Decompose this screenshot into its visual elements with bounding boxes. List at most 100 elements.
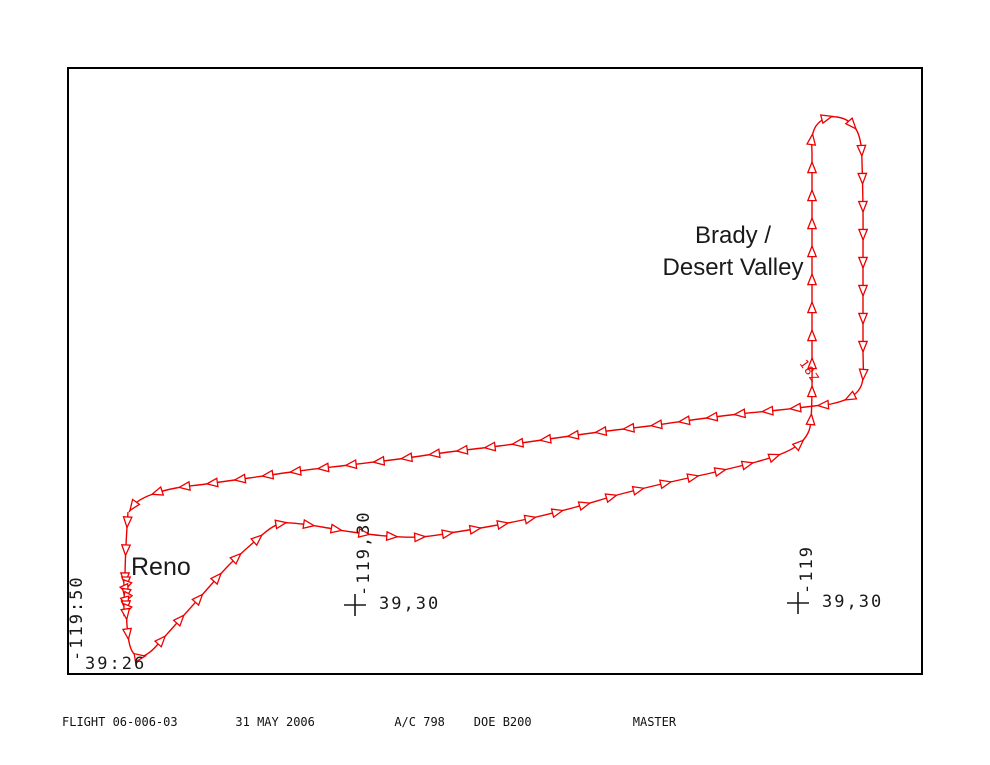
time-tick-arrow (128, 498, 141, 512)
time-tick-arrow (302, 518, 316, 530)
time-tick-arrow (819, 114, 834, 125)
time-tick-arrow (120, 607, 131, 622)
time-tick-arrow (621, 422, 635, 433)
graticule-cross (787, 592, 809, 614)
time-tick-arrow (496, 519, 510, 531)
graticule-longitude-label: -119 (797, 545, 817, 594)
time-tick-arrow (343, 458, 358, 470)
time-tick-arrow (209, 572, 223, 586)
time-tick-arrow (704, 411, 719, 422)
time-tick-arrow (550, 508, 565, 519)
time-tick-arrow (120, 544, 132, 558)
time-tick-arrow (806, 328, 818, 342)
time-tick-arrow (150, 485, 165, 496)
time-tick-arrow (816, 399, 830, 410)
time-tick-arrow (857, 340, 869, 354)
time-tick-arrow (857, 256, 869, 270)
time-tick-arrow (441, 529, 455, 540)
time-tick-arrow (806, 188, 818, 202)
time-tick-arrow (806, 244, 818, 258)
time-tick-arrow (857, 284, 869, 298)
site-label-brady-line1: Brady / (694, 222, 772, 249)
time-tick-arrow (232, 473, 247, 484)
time-tick-arrow (806, 272, 818, 286)
time-tick-arrow (713, 467, 728, 478)
time-tick-arrow (482, 441, 497, 452)
time-tick-arrow (767, 453, 782, 464)
time-tick-arrow (858, 368, 869, 382)
time-tick-arrow (658, 479, 673, 490)
time-tick-arrow (523, 514, 538, 525)
time-tick-arrow (538, 433, 552, 444)
time-tick-arrow (121, 627, 133, 642)
time-tick-arrow (250, 533, 264, 547)
graticule-latitude-label: 39,30 (822, 592, 884, 612)
plot-footer: FLIGHT 06-006-03 31 MAY 2006 A/C 798 DOE… (62, 682, 683, 765)
time-tick-arrow (806, 216, 818, 230)
time-tick-arrow (805, 132, 817, 146)
time-tick-arrow (510, 437, 525, 448)
time-tick-arrow (856, 144, 867, 158)
time-tick-arrow (760, 405, 774, 416)
time-tick-arrow (577, 501, 592, 512)
time-tick-arrow (329, 523, 344, 534)
time-tick-arrow (806, 160, 818, 174)
time-tick-arrow (732, 408, 747, 419)
time-tick-arrow (399, 452, 414, 463)
time-tick-arrow (806, 384, 818, 398)
graticule-longitude-label: -119,30 (354, 510, 374, 596)
time-tick-arrow (740, 460, 755, 471)
time-tick-arrow (604, 493, 619, 504)
graticule-cross (344, 594, 366, 616)
time-tick-arrow (205, 477, 219, 488)
time-tick-arrow (229, 552, 243, 566)
graticule-latitude-label: 39,30 (379, 594, 441, 614)
time-tick-arrow (857, 172, 868, 186)
time-tick-arrow (468, 524, 483, 535)
time-tick-arrow (791, 439, 805, 452)
time-tick-arrow (427, 448, 441, 459)
time-tick-arrow (371, 455, 386, 466)
site-label-brady: Brady / Desert Valley (628, 220, 838, 284)
footer-flight-info: FLIGHT 06-006-03 31 MAY 2006 A/C 798 DOE… (62, 715, 677, 730)
time-tick-arrow (844, 117, 858, 131)
time-tick-arrow (274, 519, 288, 530)
corner-longitude-label: -119:50 (67, 575, 87, 661)
time-tick-arrow (153, 634, 167, 648)
time-tick-arrow (288, 465, 302, 476)
corner-latitude-label: 39:26 (85, 654, 147, 674)
time-tick-arrow (857, 228, 869, 242)
flight-track-path (124, 116, 865, 658)
time-tick-arrow (857, 200, 869, 214)
site-label-brady-line2: Desert Valley (662, 254, 804, 281)
time-tick-arrow (686, 473, 701, 484)
time-tick-arrow (677, 415, 691, 426)
time-tick-arrow (357, 527, 372, 539)
time-tick-arrow (455, 444, 469, 455)
time-tick-arrow (806, 300, 818, 314)
time-tick-arrow (385, 530, 400, 542)
map-frame (67, 67, 923, 675)
time-tick-arrow (413, 532, 428, 543)
time-tick-arrow (805, 412, 816, 426)
time-tick-arrow (788, 402, 802, 413)
time-tick-arrow (649, 419, 663, 430)
time-tick-arrow (133, 652, 147, 664)
time-tick-arrow (806, 356, 818, 370)
time-tick-arrow (177, 480, 191, 491)
time-tick-arrow (191, 593, 204, 607)
time-tick-arrow (566, 429, 580, 440)
track-group (118, 114, 869, 664)
time-tick-arrow (843, 390, 858, 401)
site-label-reno: Reno (131, 553, 191, 581)
time-tick-arrow (260, 469, 275, 480)
time-tick-arrow (122, 516, 133, 530)
time-tick-arrow (593, 425, 608, 437)
time-tick-arrow (316, 462, 330, 473)
time-tick-arrow (631, 485, 646, 496)
time-tick-arrow (857, 312, 869, 326)
time-tick-arrow (172, 613, 185, 628)
